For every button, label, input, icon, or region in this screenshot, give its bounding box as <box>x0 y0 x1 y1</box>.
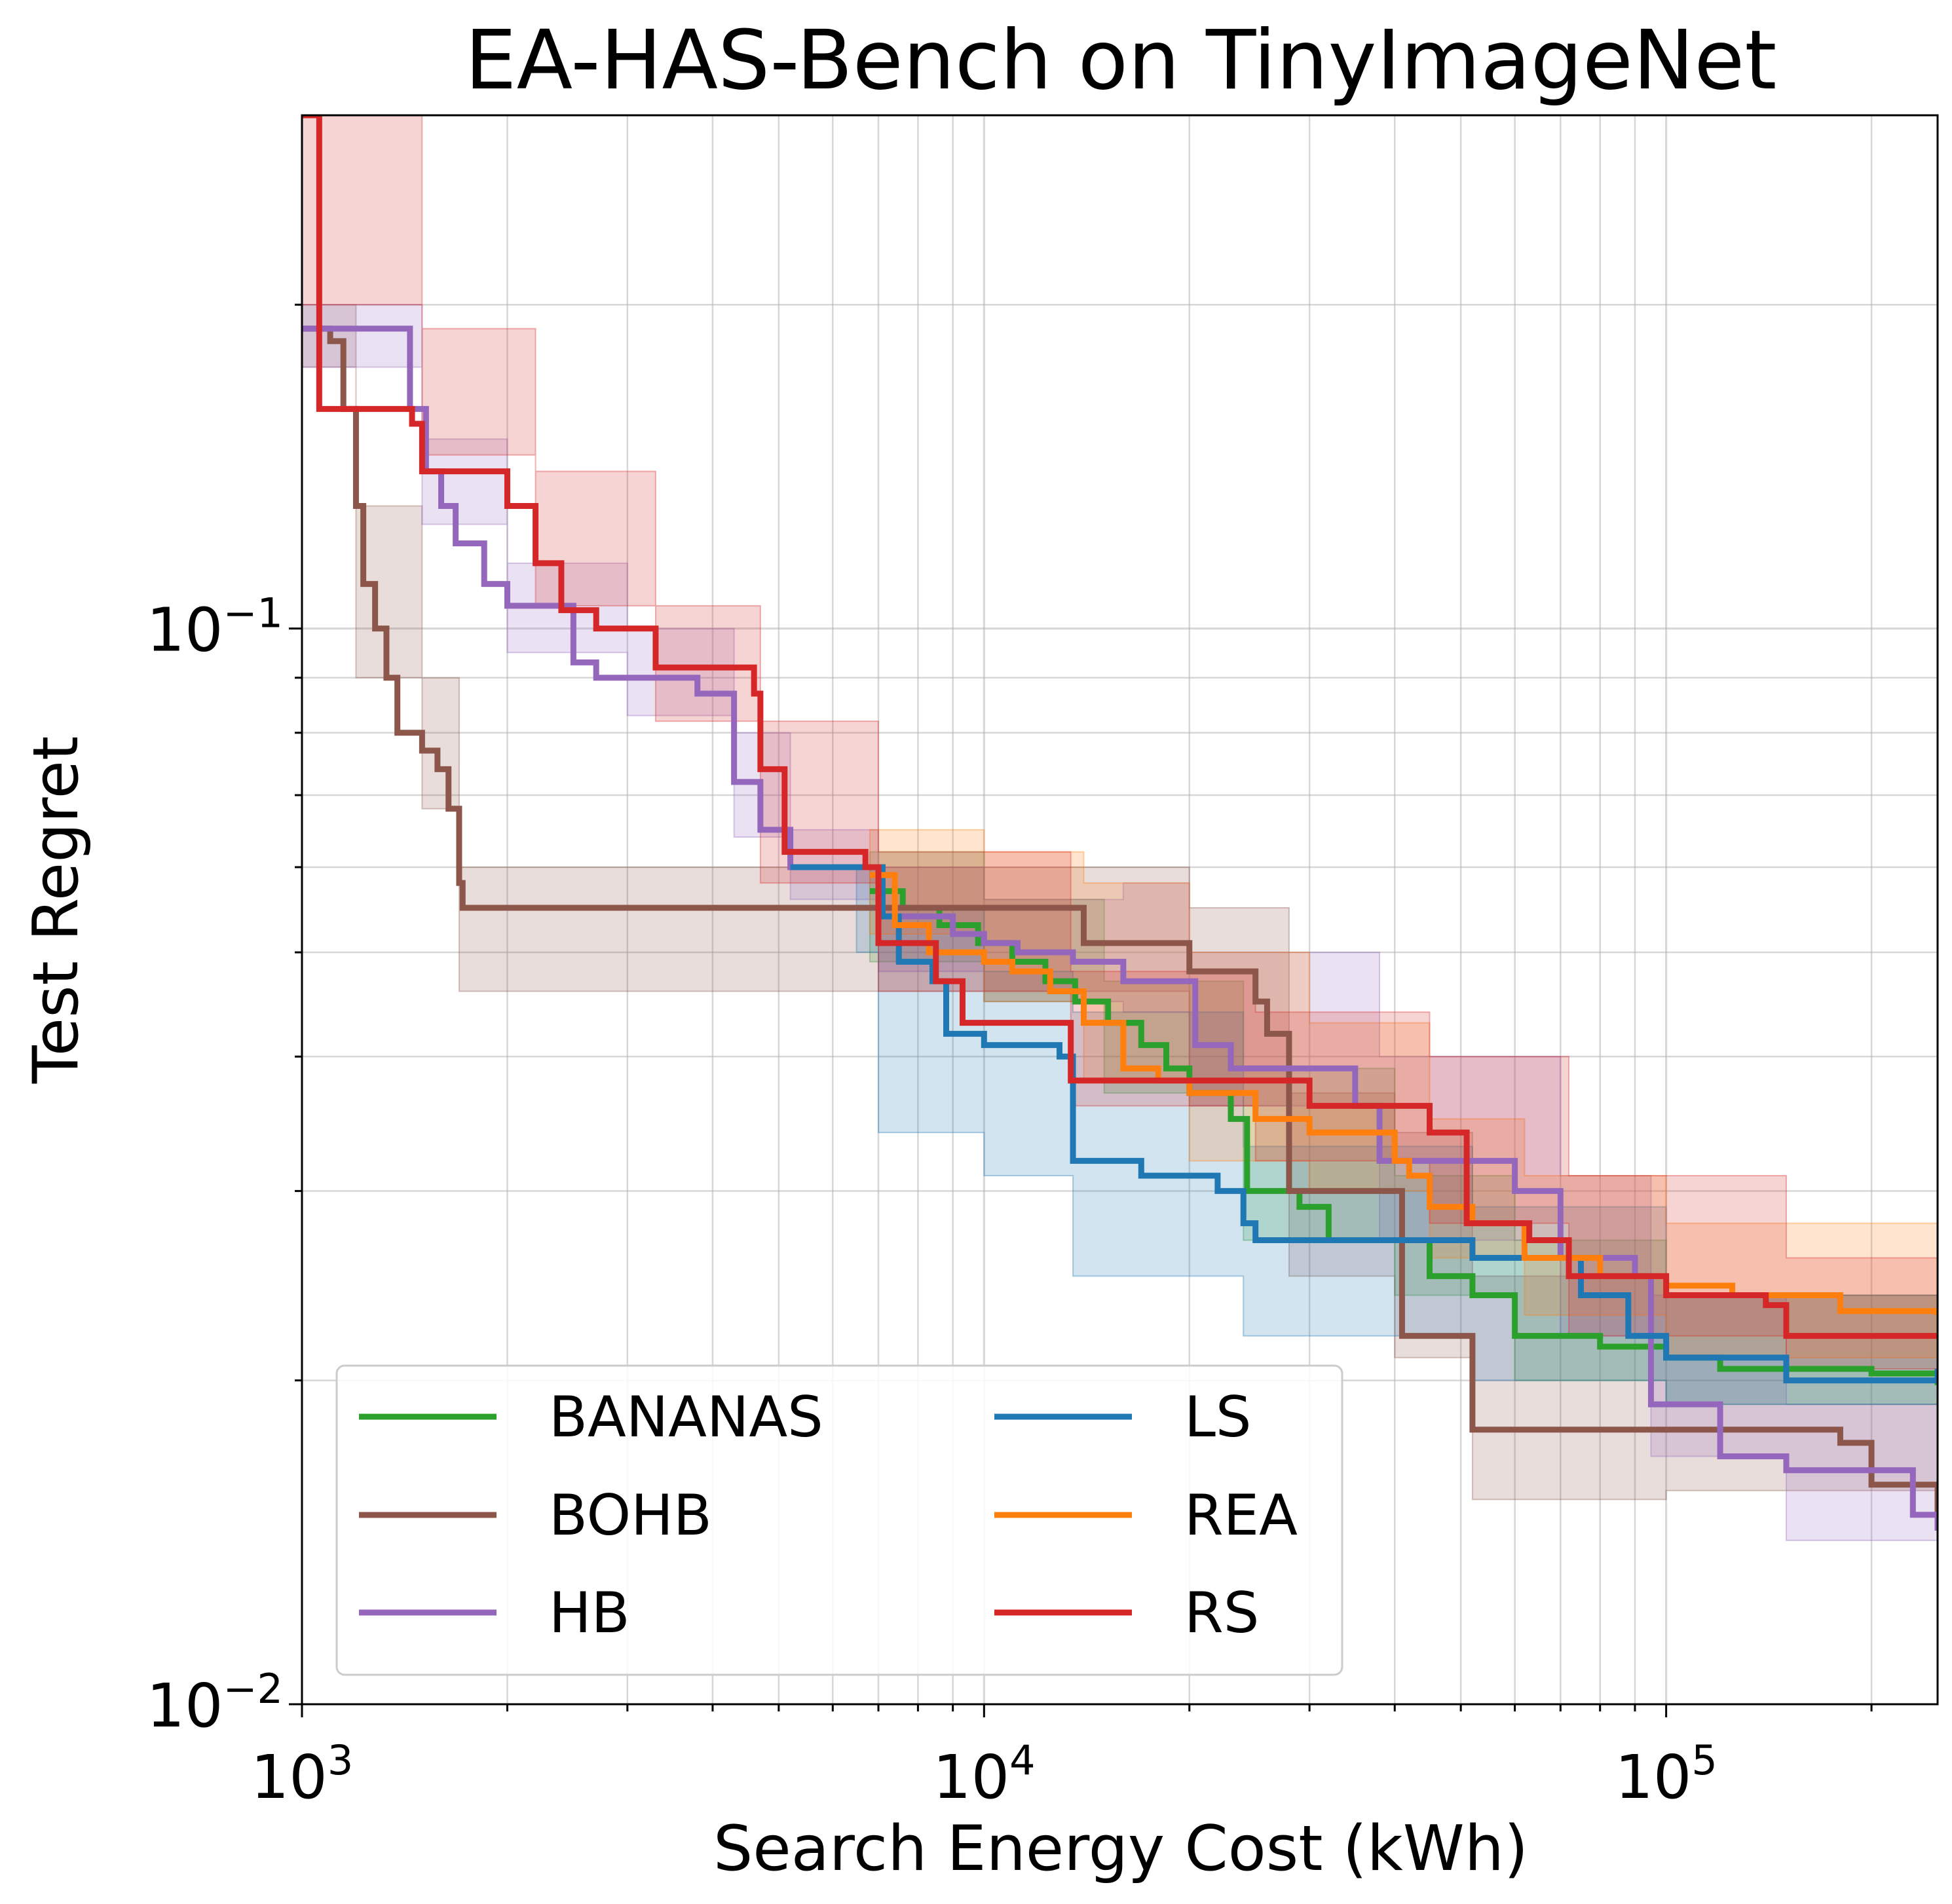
plot-frame <box>301 114 1939 1706</box>
y-axis-label: Test Regret <box>20 736 92 1084</box>
x-tick-label: 103 <box>251 1736 354 1813</box>
legend: BANANAS BOHB HB LS REA RS <box>335 1364 1343 1676</box>
band-bananas <box>869 851 1938 1443</box>
series-line-bananas <box>869 888 1938 1385</box>
y-tick-label: 10−2 <box>147 1665 283 1742</box>
legend-label-bohb: BOHB <box>549 1483 712 1548</box>
legend-label-hb: HB <box>549 1580 630 1646</box>
series-lines <box>302 115 1938 1531</box>
legend-label-bananas: BANANAS <box>549 1385 823 1450</box>
band-rs <box>302 115 1938 1370</box>
band-ls <box>855 866 1938 1406</box>
legend-frame <box>335 1364 1343 1676</box>
y-tick-label: 10−1 <box>147 589 283 665</box>
series-line-rs <box>302 115 1938 1339</box>
x-tick-label: 104 <box>933 1736 1036 1813</box>
legend-label-rs: RS <box>1184 1580 1259 1646</box>
series-line-bohb <box>302 326 1938 1515</box>
legend-label-rea: REA <box>1184 1483 1298 1548</box>
axis-ticks: 103 104 105 10−2 10−1 <box>147 303 1873 1813</box>
legend-label-ls: LS <box>1184 1385 1252 1450</box>
series-line-ls <box>790 864 1938 1384</box>
x-tick-label: 105 <box>1615 1736 1717 1813</box>
chart-title: EA-HAS-Bench on TinyImageNet <box>465 13 1777 108</box>
band-hb <box>302 304 1938 1600</box>
x-axis-label: Search Energy Cost (kWh) <box>713 1813 1528 1885</box>
grid <box>301 115 1938 1706</box>
